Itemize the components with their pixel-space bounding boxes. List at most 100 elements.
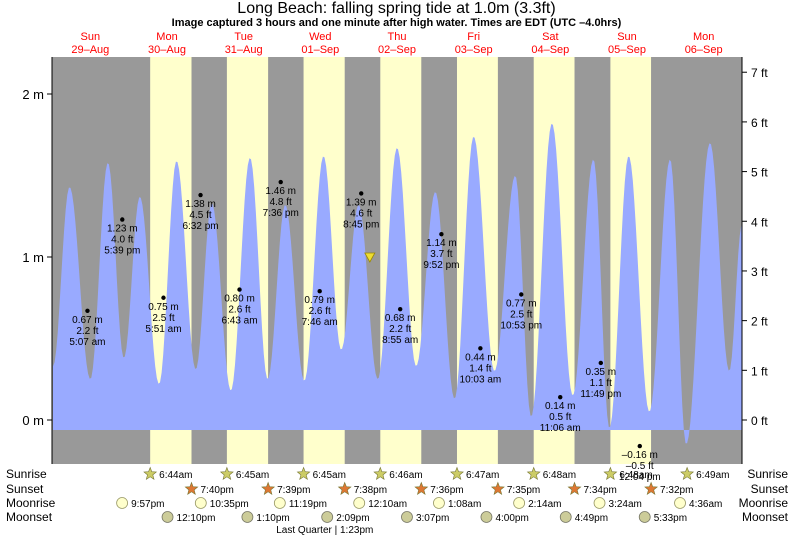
extreme-time: 12:04 pm [619,472,661,483]
moonset-time: 2:09pm [336,513,369,524]
day-of-week-label: Tue [234,31,253,43]
sunset-time: 7:32pm [660,485,693,496]
day-of-week-label: Thu [388,31,407,43]
extreme-point [278,179,283,185]
y2-tick-label: 2 ft [751,315,768,329]
y2-tick-label: 0 ft [751,414,768,428]
moonrise-icon [674,497,686,509]
y-tick-label: 2 m [22,87,44,102]
moonset-icon [480,511,493,523]
extreme-point [359,191,364,196]
moonrise-time: 4:36am [689,499,722,510]
extreme-point [637,443,642,449]
extreme-time: 8:55 am [382,335,418,346]
extreme-time: 11:06 am [540,423,581,434]
extreme-time: 7:36 pm [263,208,299,219]
date-label: 02–Sep [378,44,416,56]
tide-area [53,124,742,444]
moonrise-time: 3:24am [609,499,642,510]
extreme-point [237,287,242,292]
sunset-time: 7:39pm [277,485,310,496]
extreme-point [198,192,203,198]
sunset-time: 7:38pm [354,485,387,496]
date-label: 05–Sep [608,44,646,56]
sunrise-icon [680,466,695,480]
extreme-height-m: 0.77 m [506,298,537,309]
extreme-height-ft: 4.6 ft [350,208,372,219]
extreme-time: 8:45 pm [343,219,379,230]
moon-phase-label: Last Quarter | 1:23pm [276,525,373,536]
moonset-icon [559,511,572,523]
sunrise-icon [526,466,541,480]
extreme-height-m: 0.68 m [385,313,416,324]
sunrise-time: 6:44am [159,470,192,481]
y2-tick-label: 5 ft [751,166,768,180]
sunrise-time: 6:48am [543,470,576,481]
y-tick-label: 0 m [22,413,44,428]
sunset-icon [567,481,582,495]
date-label: 31–Aug [225,44,263,56]
sunrise-time: 6:49am [696,470,729,481]
moonset-time: 4:49pm [575,513,608,524]
y2-tick-label: 3 ft [751,265,768,279]
extreme-height-ft: 2.6 ft [309,306,331,317]
date-label: 03–Sep [455,44,493,56]
sunset-icon [490,481,505,495]
sunrise-time: 6:48am [619,470,652,481]
moonrise-icon [116,497,129,509]
sunrise-time: 6:45am [313,470,346,481]
extreme-height-m: 1.23 m [107,224,138,235]
day-of-week-label: Fri [467,31,480,43]
extreme-time: 11:49 pm [580,389,621,400]
sunrise-icon [143,466,158,480]
sunset-icon [414,481,429,495]
extreme-point [317,289,322,294]
row-label-moonrise: Moonrise [6,496,56,510]
extreme-height-ft: 2.5 ft [510,309,532,320]
extreme-height-ft: 4.0 ft [111,235,133,246]
extreme-height-m: 1.46 m [265,186,296,197]
moonrise-icon [433,497,445,509]
sunset-icon [184,481,199,495]
extreme-height-ft: 4.8 ft [270,197,292,208]
date-label: 01–Sep [301,44,339,56]
y2-tick-label: 1 ft [751,364,768,378]
y2-tick-label: 6 ft [751,116,768,130]
extreme-height-m: 0.79 m [304,295,335,306]
sunrise-time: 6:46am [389,470,422,481]
extreme-height-ft: 2.2 ft [76,326,98,337]
extreme-point [397,306,403,312]
extreme-time: 10:03 am [460,374,502,385]
extreme-time: 5:39 pm [104,246,140,257]
row-label-sunset: Sunset [6,482,44,496]
day-of-week-label: Mon [693,31,714,43]
moonset-time: 12:10pm [177,513,216,524]
moonset-icon [161,511,174,523]
y-tick-label: 1 m [22,250,44,265]
moonset-time: 5:33pm [654,513,687,524]
moonset-icon [241,511,254,523]
sunset-time: 7:35pm [507,485,540,496]
sunset-icon [337,481,352,495]
sunrise-icon [373,466,388,480]
extreme-height-ft: 1.4 ft [469,363,491,374]
extreme-point [439,231,444,237]
moonset-icon [401,511,413,523]
row-label-sunrise: Sunrise [6,467,47,481]
moonrise-time: 11:19pm [289,499,327,510]
moonrise-time: 1:08am [448,499,481,510]
moonrise-icon [353,497,366,509]
sunset-time: 7:34pm [584,485,617,496]
extreme-height-m: –0.16 m [622,450,658,461]
sunset-time: 7:36pm [430,485,463,496]
moonrise-time: 12:10am [368,499,407,510]
y2-tick-label: 7 ft [751,66,768,80]
extreme-point [85,308,90,313]
date-label: 06–Sep [685,44,723,56]
moonset-time: 4:00pm [495,513,528,524]
extreme-height-ft: –0.5 ft [626,461,654,472]
date-label: 04–Sep [531,44,569,56]
day-of-week-label: Sun [617,31,637,43]
day-of-week-label: Sat [542,31,559,43]
